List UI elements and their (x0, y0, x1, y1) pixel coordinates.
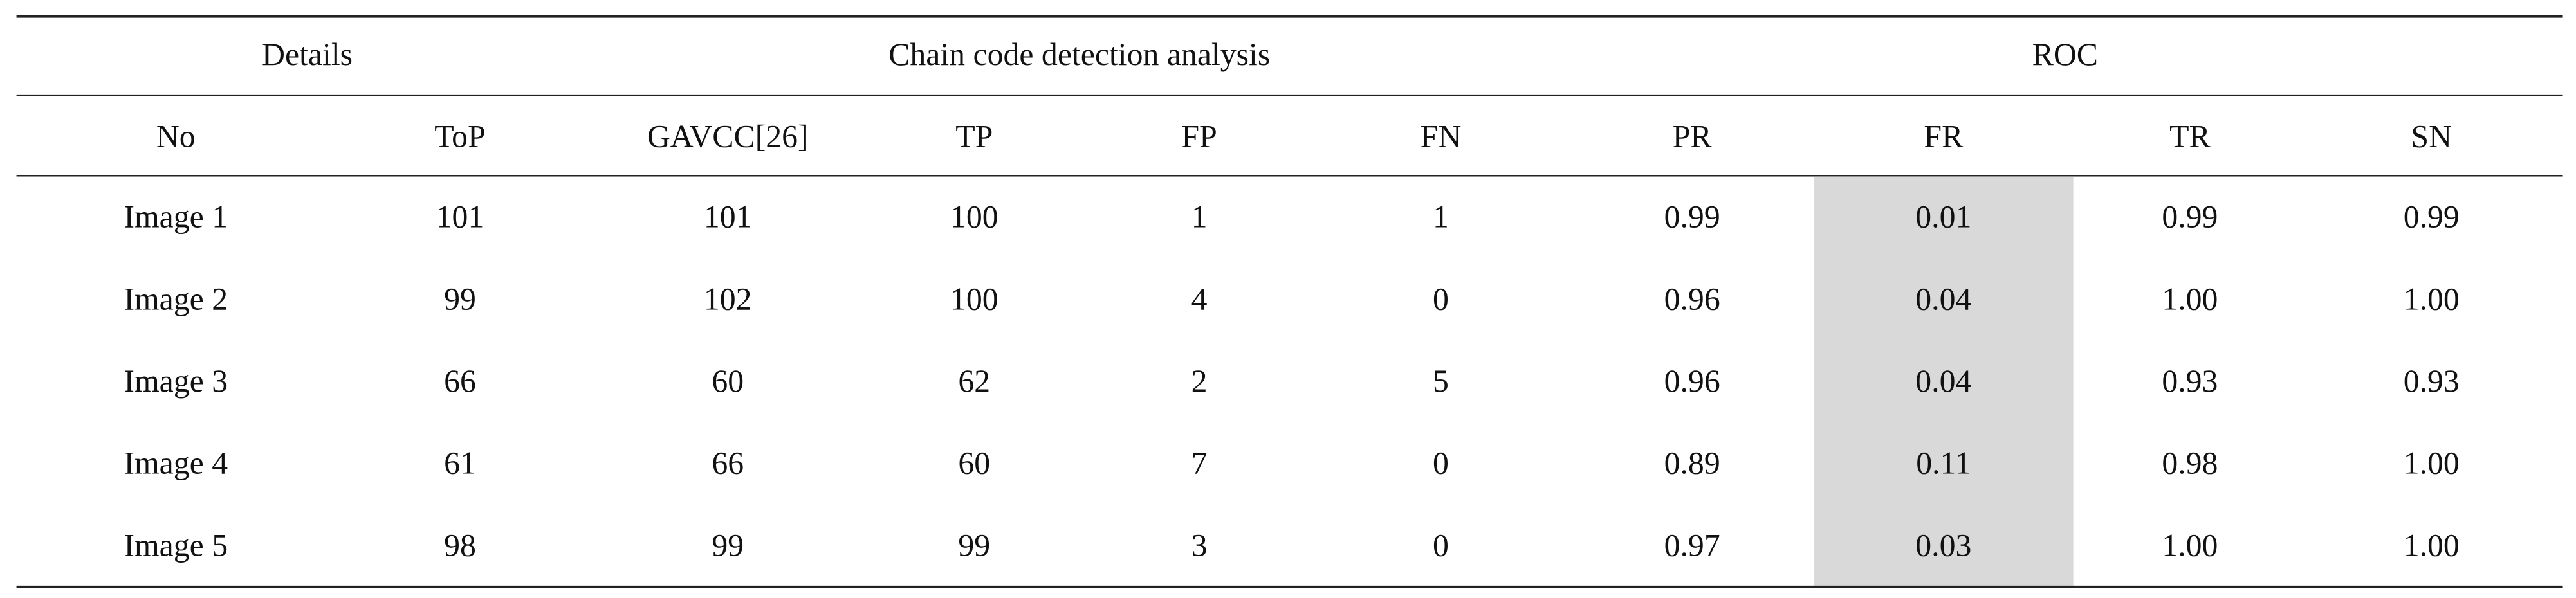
column-header: PR (1673, 118, 1713, 154)
cell: 1.00 (2162, 281, 2218, 316)
cell: 60 (958, 446, 990, 481)
cell: 0 (1433, 446, 1449, 481)
cell: 66 (444, 363, 476, 399)
cell: 1.00 (2404, 281, 2460, 316)
cell: 1.00 (2404, 527, 2460, 563)
cell: 0.99 (2404, 199, 2460, 235)
cell: 100 (950, 199, 998, 235)
cell: 99 (958, 527, 990, 563)
cell: 1.00 (2162, 527, 2218, 563)
cell: 0 (1433, 527, 1449, 563)
cell: 1 (1433, 199, 1449, 235)
column-header: SN (2411, 118, 2452, 154)
cell: 0.89 (1664, 446, 1720, 481)
cell: 1.00 (2404, 446, 2460, 481)
cell: 0.97 (1664, 527, 1720, 563)
cell: 101 (436, 199, 484, 235)
cell: 99 (444, 281, 476, 316)
column-header: ToP (434, 118, 486, 154)
cell: 7 (1191, 446, 1208, 481)
cell: 0.03 (1915, 527, 1971, 563)
column-header: TR (2169, 118, 2211, 154)
cell: 98 (444, 527, 476, 563)
cell: 66 (712, 446, 744, 481)
cell: 0.96 (1664, 363, 1720, 399)
cell: 5 (1433, 363, 1449, 399)
cell: 0.98 (2162, 446, 2218, 481)
cell: 0.96 (1664, 281, 1720, 316)
cell: Image 3 (124, 363, 228, 399)
cell: 99 (712, 527, 744, 563)
highlight-column (1814, 177, 2074, 586)
cell: 100 (950, 281, 998, 316)
group-header: ROC (2032, 37, 2098, 72)
cell: Image 5 (124, 527, 228, 563)
column-header: GAVCC[26] (647, 118, 809, 154)
cell: 62 (958, 363, 990, 399)
cell: 0.93 (2404, 363, 2460, 399)
column-header: FR (1924, 118, 1964, 154)
cell: 0.99 (2162, 199, 2218, 235)
cell: 0.01 (1915, 199, 1971, 235)
cell: Image 4 (124, 446, 228, 481)
cell: 101 (704, 199, 752, 235)
cell: 0.04 (1915, 363, 1971, 399)
cell: 61 (444, 446, 476, 481)
cell: 0 (1433, 281, 1449, 316)
cell: Image 2 (124, 281, 228, 316)
cell: 0.99 (1664, 199, 1720, 235)
cell: 102 (704, 281, 752, 316)
column-header: FN (1421, 118, 1462, 154)
cell: 3 (1191, 527, 1208, 563)
cell: 0.93 (2162, 363, 2218, 399)
column-header: No (156, 118, 196, 154)
cell: 60 (712, 363, 744, 399)
cell: 0.11 (1916, 446, 1971, 481)
cell: 2 (1191, 363, 1208, 399)
cell: 1 (1191, 199, 1208, 235)
group-header: Details (262, 37, 353, 72)
cell: Image 1 (124, 199, 228, 235)
cell: 0.04 (1915, 281, 1971, 316)
cell: 4 (1191, 281, 1208, 316)
column-header: TP (955, 118, 993, 154)
column-header: FP (1181, 118, 1217, 154)
group-header: Chain code detection analysis (888, 37, 1270, 72)
